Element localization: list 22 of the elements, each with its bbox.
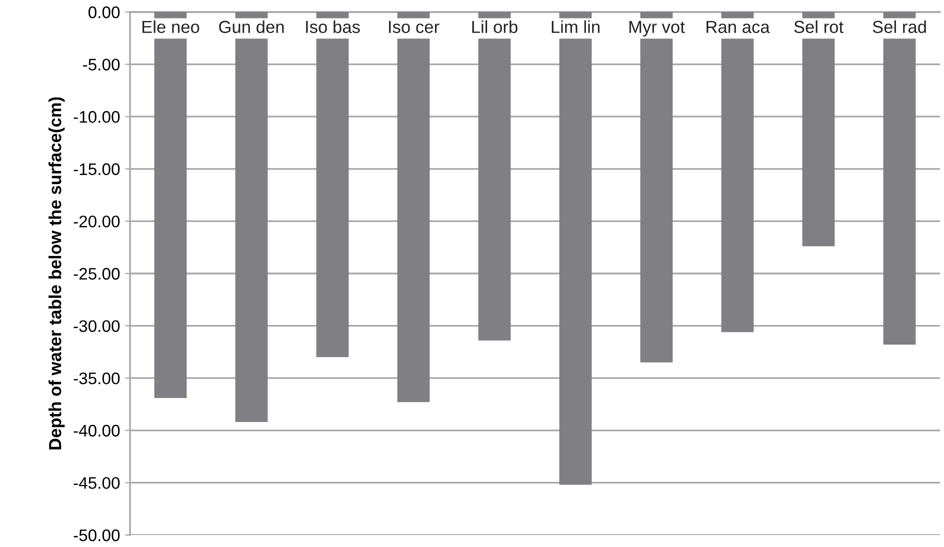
y-tick-label: -20.00 [74, 216, 120, 228]
y-tick-label: -10.00 [74, 111, 120, 123]
y-tick-label: -40.00 [74, 424, 120, 437]
y-tick-label: -25.00 [74, 268, 120, 280]
x-tick-label: Iso bas [306, 20, 360, 34]
x-tick-label: Gun den [219, 20, 284, 34]
y-tick-label: -30.00 [74, 320, 120, 332]
y-tick-label: -5.00 [83, 58, 120, 71]
x-tick-label: Lil orb [472, 20, 518, 34]
x-tick-label: Ran aca [706, 20, 770, 34]
x-tick-label: Myr vot [629, 20, 685, 37]
y-tick-label: -45.00 [74, 477, 120, 489]
x-tick-label: Lim lin [552, 20, 600, 33]
x-tick-label: Sel rot [794, 20, 844, 34]
y-tick-label: -50.00 [74, 529, 120, 542]
y-tick-label: -15.00 [74, 163, 120, 176]
x-tick-label: Sel rad [872, 20, 926, 34]
y-axis-title: Depth of water table below the surface(cm) [48, 97, 65, 450]
x-tick-label: Ele neo [142, 20, 200, 34]
y-tick-label: -35.00 [74, 372, 120, 384]
x-tick-label: Iso cer [389, 20, 440, 34]
y-tick-label: 0.00 [88, 6, 120, 18]
